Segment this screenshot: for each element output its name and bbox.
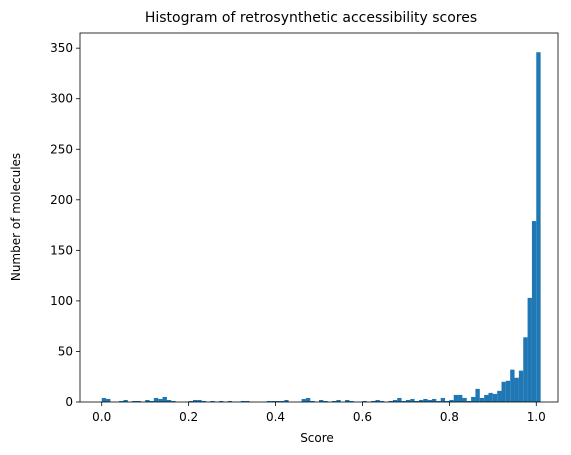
y-axis-ticks: 0 50 100 150 200 250 300 350: [50, 41, 80, 409]
histogram-bar: [510, 370, 514, 402]
y-tick-label: 100: [50, 294, 73, 308]
histogram-bar: [497, 391, 501, 402]
histogram-bar: [454, 395, 458, 402]
x-tick-label: 1.0: [527, 410, 546, 424]
histogram-bar: [458, 395, 462, 402]
x-axis-label: Score: [300, 431, 334, 445]
x-tick-label: 0.4: [266, 410, 285, 424]
histogram-bar: [488, 393, 492, 402]
histogram-bar: [528, 298, 532, 402]
chart-title: Histogram of retrosynthetic accessibilit…: [145, 10, 477, 26]
x-tick-label: 0.6: [353, 410, 372, 424]
x-tick-label: 0.2: [179, 410, 198, 424]
y-tick-label: 350: [50, 41, 73, 55]
histogram-bar: [471, 397, 475, 402]
histogram-bar: [515, 378, 519, 402]
y-tick-label: 250: [50, 142, 73, 156]
histogram-bar: [519, 371, 523, 402]
histogram-bar: [532, 221, 536, 402]
histogram-bar: [493, 394, 497, 402]
x-tick-label: 0.8: [440, 410, 459, 424]
histogram-bar: [523, 337, 527, 402]
histogram-bar: [163, 397, 167, 402]
y-axis-label: Number of molecules: [9, 153, 23, 281]
histogram-bar: [102, 398, 106, 402]
histogram-bar: [158, 399, 162, 402]
histogram-bar: [432, 399, 436, 402]
histogram-bar: [462, 398, 466, 402]
y-tick-label: 150: [50, 243, 73, 257]
histogram-bar: [306, 398, 310, 402]
histogram-bars: [102, 52, 541, 402]
histogram-bar: [397, 398, 401, 402]
histogram-bar: [106, 399, 110, 402]
plot-frame: [80, 33, 558, 402]
x-tick-label: 0.0: [92, 410, 111, 424]
histogram-bar: [502, 382, 506, 402]
histogram-bar: [506, 381, 510, 402]
histogram-bar: [302, 399, 306, 402]
histogram-bar: [410, 399, 414, 402]
y-tick-label: 300: [50, 92, 73, 106]
histogram-bar: [441, 398, 445, 402]
y-tick-label: 0: [65, 395, 73, 409]
histogram-bar: [480, 398, 484, 402]
y-tick-label: 200: [50, 193, 73, 207]
y-tick-label: 50: [58, 344, 73, 358]
histogram-bar: [484, 395, 488, 402]
histogram-bar: [536, 52, 540, 402]
histogram-bar: [475, 389, 479, 402]
histogram-bar: [423, 399, 427, 402]
x-axis-ticks: 0.0 0.2 0.4 0.6 0.8 1.0: [92, 402, 546, 424]
histogram-bar: [154, 398, 158, 402]
